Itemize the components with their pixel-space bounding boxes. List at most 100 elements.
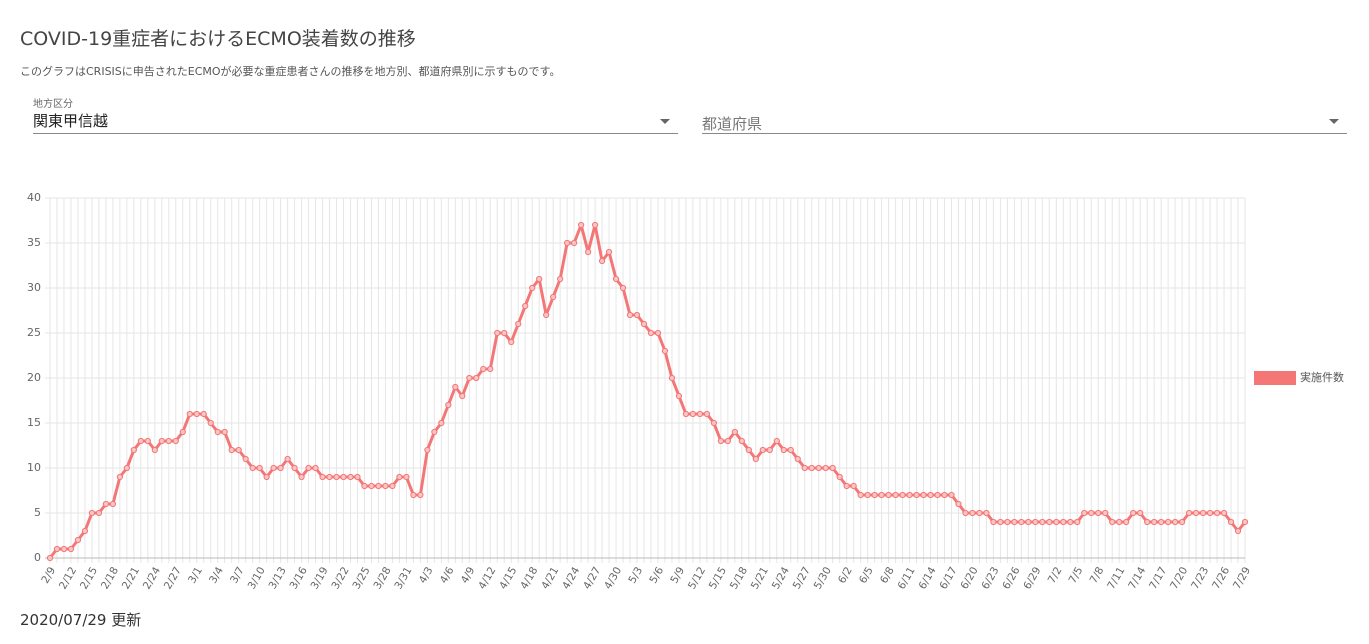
x-tick-label: 4/27 [581,565,603,591]
x-tick-label: 7/8 [1088,565,1107,586]
point [515,320,522,328]
x-tick-label: 6/2 [836,565,855,586]
x-tick-label: 4/18 [518,565,540,591]
point [494,329,501,337]
point [340,473,347,481]
point [1165,518,1172,526]
point [619,284,627,292]
point [242,455,249,463]
x-tick-label: 5/12 [686,565,708,591]
point [591,221,599,229]
point [305,464,312,472]
point [1018,518,1025,526]
point [1213,509,1221,517]
dropdown-arrow [660,119,670,124]
point [1137,509,1144,517]
point [200,410,207,418]
point [193,410,200,418]
point [144,437,151,445]
point [822,464,829,472]
point [857,491,864,499]
point [738,437,745,445]
point [843,482,850,490]
x-tick-label: 2/21 [120,565,142,591]
point [675,392,683,400]
point [1053,518,1060,526]
x-tick-label: 3/19 [309,565,331,591]
point [983,509,990,517]
point [717,437,724,445]
point [564,239,571,247]
point [235,446,242,454]
point [1088,509,1095,517]
point [1109,518,1116,526]
point [1123,518,1130,526]
point [151,446,158,454]
y-tick-label: 15 [27,416,41,429]
x-tick-label: 6/8 [878,565,897,586]
point [1241,518,1249,526]
point [1192,509,1200,517]
region-select[interactable]: 地方区分 関東甲信越 [33,93,678,134]
point [941,491,948,499]
x-tick-label: 3/7 [228,565,247,586]
y-tick-label: 5 [34,506,41,519]
x-tick-label: 6/5 [857,565,876,586]
y-tick-label: 40 [27,191,41,204]
point [480,365,487,373]
point [766,446,773,454]
point [466,374,473,382]
point [1060,518,1067,526]
point [67,545,75,553]
point [102,500,110,508]
x-tick-label: 4/9 [459,565,478,586]
x-tick-label: 2/12 [57,565,79,591]
point [368,482,375,490]
x-tick-label: 7/20 [1168,565,1190,591]
point [647,329,655,337]
x-tick-label: 3/16 [288,565,310,592]
point [731,428,738,436]
point [654,329,662,337]
point [319,473,326,481]
point [207,419,214,427]
point [95,509,103,517]
x-tick-label: 3/4 [207,565,226,586]
point [459,392,466,400]
point [892,491,899,499]
point [571,239,578,247]
prefecture-select[interactable]: 都道府県 [702,93,1347,134]
point [864,491,871,499]
point [696,410,704,418]
y-tick-label: 35 [27,236,41,249]
point [1025,518,1032,526]
point [689,410,697,418]
x-tick-label: 4/3 [417,565,436,586]
legend-label: 実施件数 [1300,370,1344,384]
point [445,401,452,409]
point [1130,509,1137,517]
point [1172,518,1179,526]
x-tick-label: 2/24 [141,565,163,592]
x-tick-label: 4/15 [497,565,519,591]
point [899,491,906,499]
point [123,464,130,472]
x-tick-label: 3/25 [350,565,372,591]
point [263,473,270,481]
y-tick-label: 10 [27,461,41,474]
point [640,320,648,328]
x-tick-label: 5/21 [749,565,771,591]
y-tick-label: 30 [27,281,41,294]
point [109,500,116,508]
select-value: 関東甲信越 [33,112,109,130]
x-tick-label: 4/12 [476,565,498,591]
point [1046,518,1053,526]
point [501,329,508,337]
x-tick-label: 4/21 [539,565,561,591]
point [354,473,361,481]
point [326,473,333,481]
point [1081,509,1088,517]
y-tick-label: 0 [34,551,41,564]
point [661,347,669,355]
x-tick-label: 2/27 [162,565,184,591]
